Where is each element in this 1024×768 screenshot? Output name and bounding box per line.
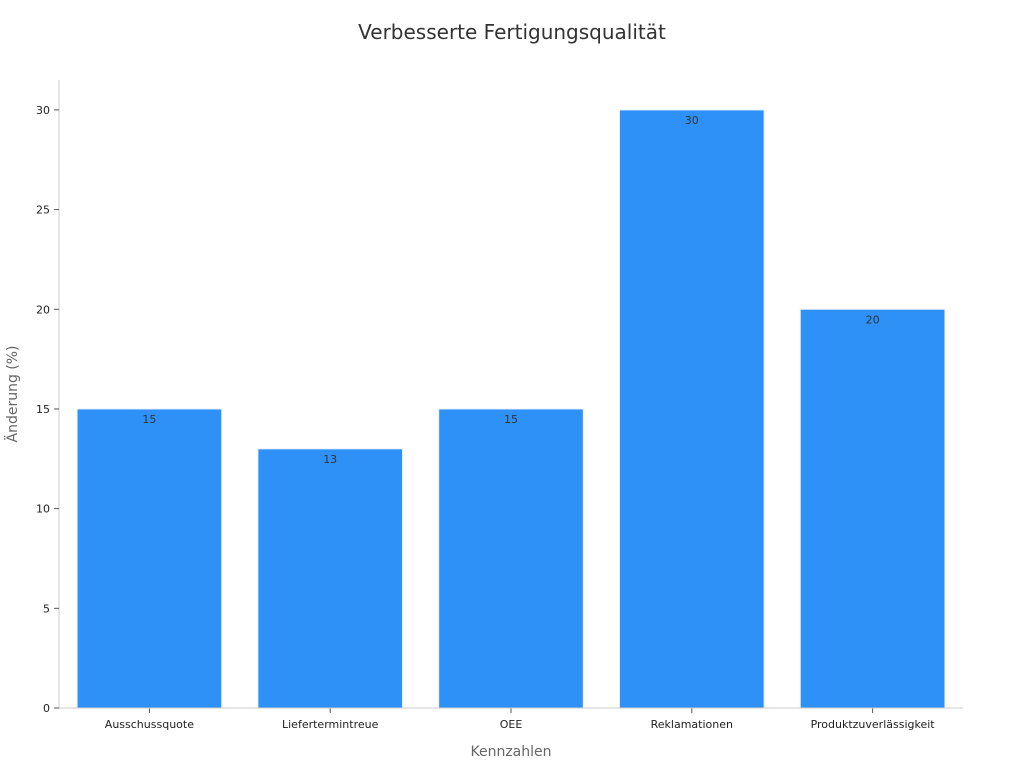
x-tick-label: Ausschussquote — [105, 718, 194, 731]
bar — [76, 408, 223, 709]
bar-value-label: 15 — [142, 413, 156, 426]
bars-layer — [76, 109, 946, 709]
bar-value-label: 30 — [685, 114, 699, 127]
y-tick-label: 5 — [43, 602, 50, 615]
chart-title: Verbesserte Fertigungsqualität — [358, 20, 666, 44]
y-tick-label: 20 — [36, 303, 50, 316]
y-tick-label: 25 — [36, 204, 50, 217]
bar — [257, 448, 404, 709]
bar-value-label: 15 — [504, 413, 518, 426]
bar — [799, 308, 946, 709]
x-tick-label: Reklamationen — [651, 718, 733, 731]
axes-layer — [54, 80, 963, 713]
y-tick-label: 0 — [43, 702, 50, 715]
y-tick-label: 30 — [36, 104, 50, 117]
y-tick-label: 10 — [36, 503, 50, 516]
x-tick-label: Liefertermintreue — [282, 718, 379, 731]
x-tick-label: Produktzuverlässigkeit — [811, 718, 936, 731]
y-axis-label: Änderung (%) — [3, 345, 21, 442]
bar-value-label: 20 — [866, 313, 880, 326]
bar-value-label: 13 — [323, 453, 337, 466]
bar — [618, 109, 765, 709]
x-tick-label: OEE — [500, 718, 523, 731]
x-axis-label: Kennzahlen — [470, 744, 551, 760]
bar — [438, 408, 584, 709]
labels-layer: 15 Ausschussquote 13 Liefertermintreue 15 OEE… — [36, 104, 935, 731]
y-tick-label: 15 — [36, 403, 50, 416]
